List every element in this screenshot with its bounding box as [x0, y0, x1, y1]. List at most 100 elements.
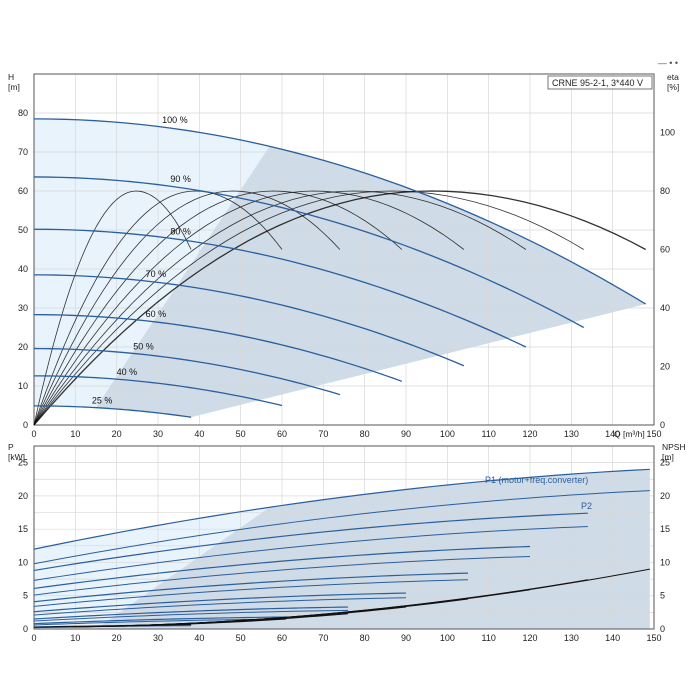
head-curve [33, 375, 283, 407]
x-tick-label: 140 [605, 633, 620, 643]
x-tick-label: 110 [481, 429, 495, 439]
x-tick-label: 60 [277, 633, 287, 643]
y-tick-label: 70 [18, 147, 28, 157]
efficiency-curve [33, 190, 465, 426]
speed-label: 50 % [133, 341, 154, 351]
y-axis-title: [kW] [8, 452, 25, 462]
y-right-tick-label: 25 [660, 458, 670, 468]
x-tick-label: 150 [646, 429, 661, 439]
x-tick-label: 90 [401, 429, 411, 439]
y-right-tick-label: 10 [660, 557, 670, 567]
y-tick-label: 25 [18, 458, 28, 468]
y-tick-label: 0 [23, 420, 28, 430]
y-right-tick-label: 20 [660, 491, 670, 501]
p2-power-curve [33, 609, 349, 622]
p2-power-curve [33, 555, 531, 596]
x-tick-label: 10 [70, 429, 80, 439]
y-right-tick-label: 15 [660, 524, 670, 534]
x-tick-label: 20 [112, 429, 122, 439]
p1-power-curve [33, 606, 349, 620]
y-right-axis-title: eta [667, 72, 679, 82]
x-tick-label: 50 [236, 429, 246, 439]
y-tick-label: 80 [18, 108, 28, 118]
p2-power-curve [33, 597, 407, 616]
y-right-tick-label: 60 [660, 245, 670, 255]
head-efficiency-plot: 100 % 90 % 80 % 70 % 60 % 50 % 40 % 25 % 0 10 20 30… [8, 72, 679, 439]
y-right-tick-label: 100 [660, 128, 675, 138]
power-npsh-plot: 0 10 20 30 40 50 60 70 80 90 100 110 120 130 140 150051… [8, 442, 686, 643]
efficiency-curve [33, 190, 403, 426]
p2-power-curve [33, 490, 650, 565]
efficiency-curve [33, 190, 283, 426]
p1-power-curve [33, 592, 407, 613]
x-tick-label: 80 [360, 633, 370, 643]
y-tick-label: 20 [18, 491, 28, 501]
operating-region [34, 469, 650, 629]
speed-label: 90 % [170, 174, 191, 184]
p1-power-curve [33, 616, 287, 625]
plot-frame [33, 73, 655, 426]
head-curve [33, 405, 192, 418]
x-tick-label: 130 [564, 429, 579, 439]
speed-label: 100 % [162, 115, 188, 125]
y-right-axis-title: [m] [662, 452, 674, 462]
x-tick-label: 40 [194, 633, 204, 643]
y-right-tick-label: 80 [660, 186, 670, 196]
p1-power-curve [33, 545, 531, 590]
x-tick-label: 0 [31, 633, 36, 643]
y-right-tick-label: 40 [660, 303, 670, 313]
x-tick-label: 50 [236, 633, 246, 643]
x-tick-label: 70 [318, 633, 328, 643]
x-tick-label: 100 [440, 429, 455, 439]
head-curve [33, 313, 403, 382]
x-tick-label: 120 [522, 429, 537, 439]
p2-power-curve [33, 526, 588, 581]
y-tick-label: 60 [18, 186, 28, 196]
y-right-tick-label: 0 [660, 624, 665, 634]
x-tick-label: 120 [522, 633, 537, 643]
y-axis-title: H [8, 72, 14, 82]
y-tick-label: 20 [18, 342, 28, 352]
p2-power-curve [33, 618, 287, 626]
speed-label: 70 % [146, 269, 167, 279]
p1-power-curve [33, 572, 469, 603]
p1-power-curve [33, 512, 588, 572]
head-curve [33, 118, 647, 305]
efficiency-curve [33, 190, 527, 426]
y-right-axis-title: [%] [667, 82, 679, 92]
speed-label: 40 % [117, 367, 138, 377]
efficiency-curve [33, 190, 192, 426]
x-tick-label: 30 [153, 429, 163, 439]
x-tick-label: 90 [401, 633, 411, 643]
y-tick-label: 30 [18, 303, 28, 313]
y-right-axis-title: NPSH [662, 442, 686, 452]
x-tick-label: 80 [360, 429, 370, 439]
npsh-curve [34, 623, 192, 628]
head-curve [33, 228, 527, 348]
y-tick-label: 10 [18, 557, 28, 567]
y-right-tick-label: 20 [660, 362, 670, 372]
head-curve [33, 176, 585, 329]
y-right-tick-label: 0 [660, 420, 665, 430]
p1-series-label: P1 (motor+freq.converter) [485, 475, 588, 485]
title-box [547, 75, 653, 90]
y-tick-label: 15 [18, 524, 28, 534]
x-tick-label: 40 [194, 429, 204, 439]
x-tick-label: 110 [481, 633, 495, 643]
x-tick-label: 10 [70, 633, 80, 643]
x-tick-label: 130 [564, 633, 579, 643]
x-tick-label: 60 [277, 429, 287, 439]
efficiency-curve [33, 190, 647, 426]
x-tick-label: 20 [112, 633, 122, 643]
x-tick-label: 150 [646, 633, 661, 643]
x-axis-title: Q [m³/h] [614, 429, 645, 439]
header-mark: — • • [658, 58, 678, 68]
y-tick-label: 40 [18, 264, 28, 274]
efficiency-curve [33, 190, 584, 426]
head-curve [33, 347, 341, 396]
x-tick-label: 30 [153, 633, 163, 643]
efficiency-curve [33, 190, 341, 426]
y-tick-label: 5 [23, 591, 28, 601]
y-tick-label: 50 [18, 225, 28, 235]
x-tick-label: 140 [605, 429, 620, 439]
